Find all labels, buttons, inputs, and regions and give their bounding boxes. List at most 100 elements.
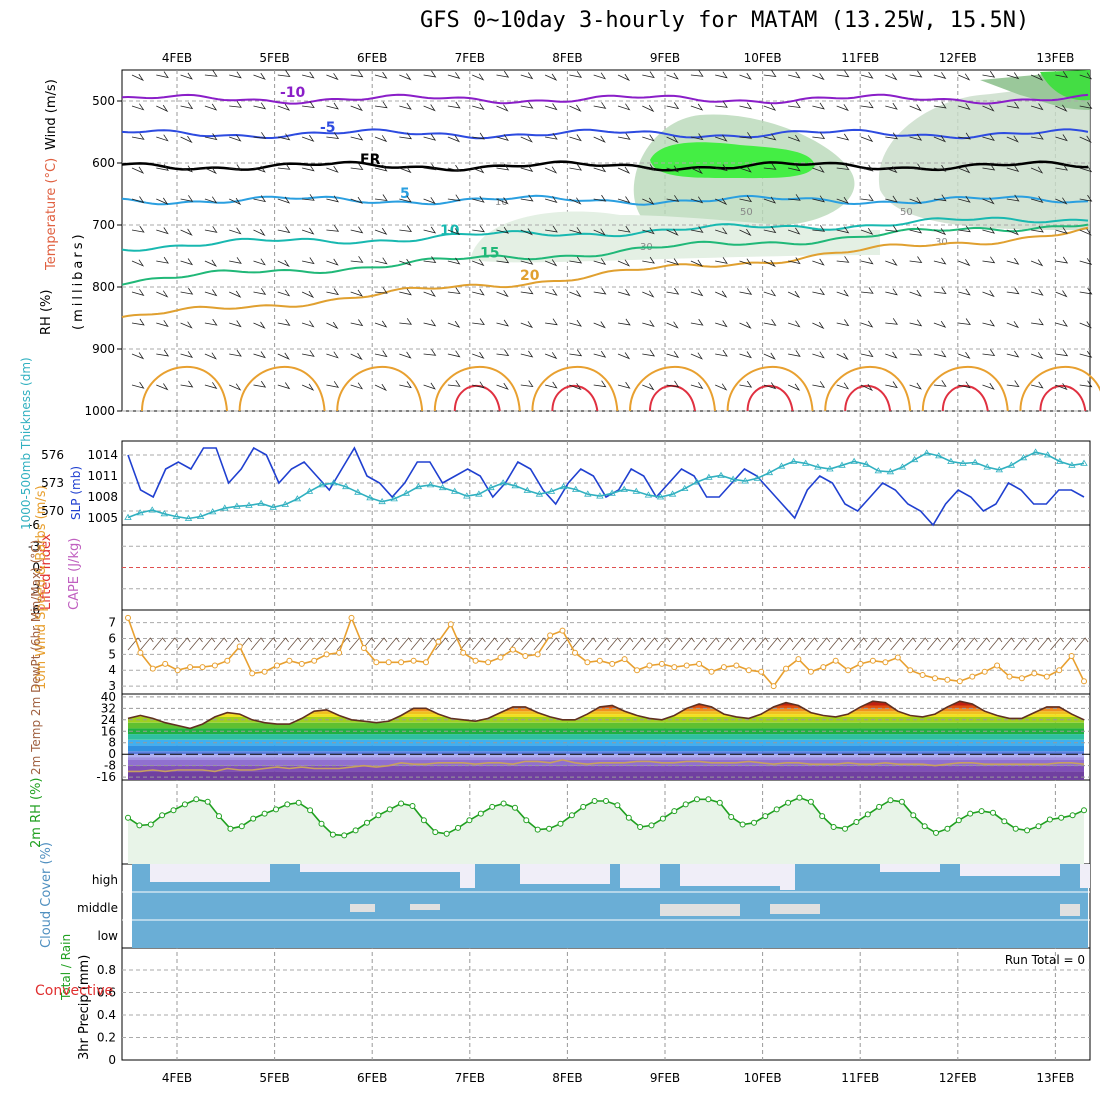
wind-barb — [253, 351, 266, 359]
wind-barb — [277, 289, 291, 297]
wind10m-barb — [373, 637, 388, 651]
thickness-line-point — [184, 514, 193, 521]
wind-barb — [423, 70, 437, 78]
wind-barb — [447, 380, 461, 387]
wind10m-barb — [201, 637, 216, 651]
wind-barb — [1079, 321, 1092, 329]
wind10m-barb — [705, 637, 720, 651]
wind-barb — [545, 381, 558, 389]
wind-barb — [885, 318, 899, 325]
thickness-line-point — [947, 457, 955, 464]
wind-barb — [156, 256, 169, 264]
thickness-line-point — [983, 463, 991, 470]
wind-barb — [715, 101, 728, 108]
wind10m-line-point — [261, 668, 268, 675]
wind-barb — [812, 165, 825, 173]
wind-barb — [812, 73, 825, 81]
wind10m-line-point — [149, 665, 156, 672]
thickness-line-point — [414, 482, 423, 490]
wind-barb — [326, 195, 339, 203]
isotherm-label: FR — [360, 152, 381, 168]
wind-barb — [617, 73, 631, 82]
wind-barb — [350, 163, 364, 171]
rh2m-line-point — [307, 807, 314, 814]
wind-barb — [690, 70, 704, 77]
wind-barb — [180, 102, 194, 110]
wind-barb — [715, 290, 728, 298]
wind-barb — [1030, 73, 1044, 81]
thickness-line-point — [511, 482, 519, 489]
wind-barb — [301, 320, 315, 328]
wind10m-line-point — [671, 664, 678, 671]
wind-barb — [666, 228, 679, 236]
wind-barb — [569, 197, 582, 205]
wind-barb — [860, 320, 874, 328]
rh2m-line-point — [147, 821, 154, 828]
wind10m-barb — [927, 637, 941, 651]
wind-barb — [350, 226, 364, 234]
wind10m-barb — [718, 637, 732, 651]
date-label-top: 10FEB — [744, 51, 782, 65]
thickness-line-point — [269, 503, 277, 510]
wind-barb — [958, 318, 971, 326]
thickness-line-point — [1019, 454, 1028, 461]
wind-barb — [496, 290, 509, 298]
wind10m-line-point — [522, 653, 529, 659]
wind-barb — [666, 135, 679, 144]
temp-color-band — [128, 757, 1084, 760]
wind-barb — [715, 227, 728, 235]
wind10m-line-point — [745, 667, 752, 674]
wind-barb — [1055, 163, 1069, 171]
top-date-axis: 4FEB 5FEB 6FEB 7FEB 8FEB 9FEB 10FEB 11FEB 12FEB 1… — [162, 51, 1075, 65]
wind-barb — [690, 259, 703, 267]
wind10m-line-point — [646, 662, 653, 669]
wind10m-barb — [964, 637, 978, 651]
wind-barb — [423, 289, 436, 297]
wind-barb — [156, 164, 169, 171]
wind-barb — [1031, 381, 1044, 389]
wind10m-barb — [582, 637, 597, 651]
wind10m-barb — [742, 637, 757, 651]
wind-barb — [787, 227, 801, 235]
wind-barb — [180, 135, 193, 144]
thickness-line-point — [208, 508, 217, 515]
thickness-line-point — [559, 482, 568, 490]
wind-barb — [301, 134, 315, 142]
date-label-top: 7FEB — [455, 51, 485, 65]
wind-barb — [1030, 352, 1044, 360]
wind-barb — [399, 225, 413, 233]
wind-barb — [836, 104, 849, 112]
thickness-line-point — [547, 487, 556, 494]
temp-color-band — [128, 745, 1084, 752]
temp-mask — [123, 695, 1089, 729]
wind-barb — [423, 319, 437, 327]
isotherm-line — [121, 160, 1089, 172]
wind-barb — [860, 350, 874, 358]
temp-color-band — [128, 708, 1084, 712]
wind-barb — [472, 132, 485, 140]
wind-barb — [350, 70, 364, 78]
wind-barb — [933, 101, 947, 109]
thickness-line-point — [148, 506, 156, 513]
wind-barb — [715, 164, 728, 172]
wind-barb — [277, 382, 291, 390]
pressure-tick-label: 1000 — [84, 404, 115, 418]
wind10m-line-point — [360, 645, 367, 651]
wind10m-line-point — [894, 654, 901, 661]
wind-barb — [666, 102, 680, 110]
wind10m-barb — [398, 637, 412, 651]
wind-barb — [836, 70, 850, 78]
wind-barb — [860, 383, 874, 392]
wind10m-barb — [668, 637, 683, 651]
thickness-line-point — [402, 489, 411, 496]
wind-barb — [229, 101, 242, 108]
wind-barb — [229, 227, 242, 235]
wind-barb — [277, 226, 291, 234]
wind10m-line-point — [720, 664, 727, 671]
temperature-label: Temperature (°C) — [44, 158, 59, 271]
wind10m-label: 10m Wind Speed & Barbs (m/s) — [34, 485, 49, 690]
wind-barb — [374, 383, 388, 392]
wind-barb — [204, 103, 218, 111]
slp-tick-label: 1008 — [87, 490, 118, 504]
wind-barb — [1055, 197, 1068, 205]
